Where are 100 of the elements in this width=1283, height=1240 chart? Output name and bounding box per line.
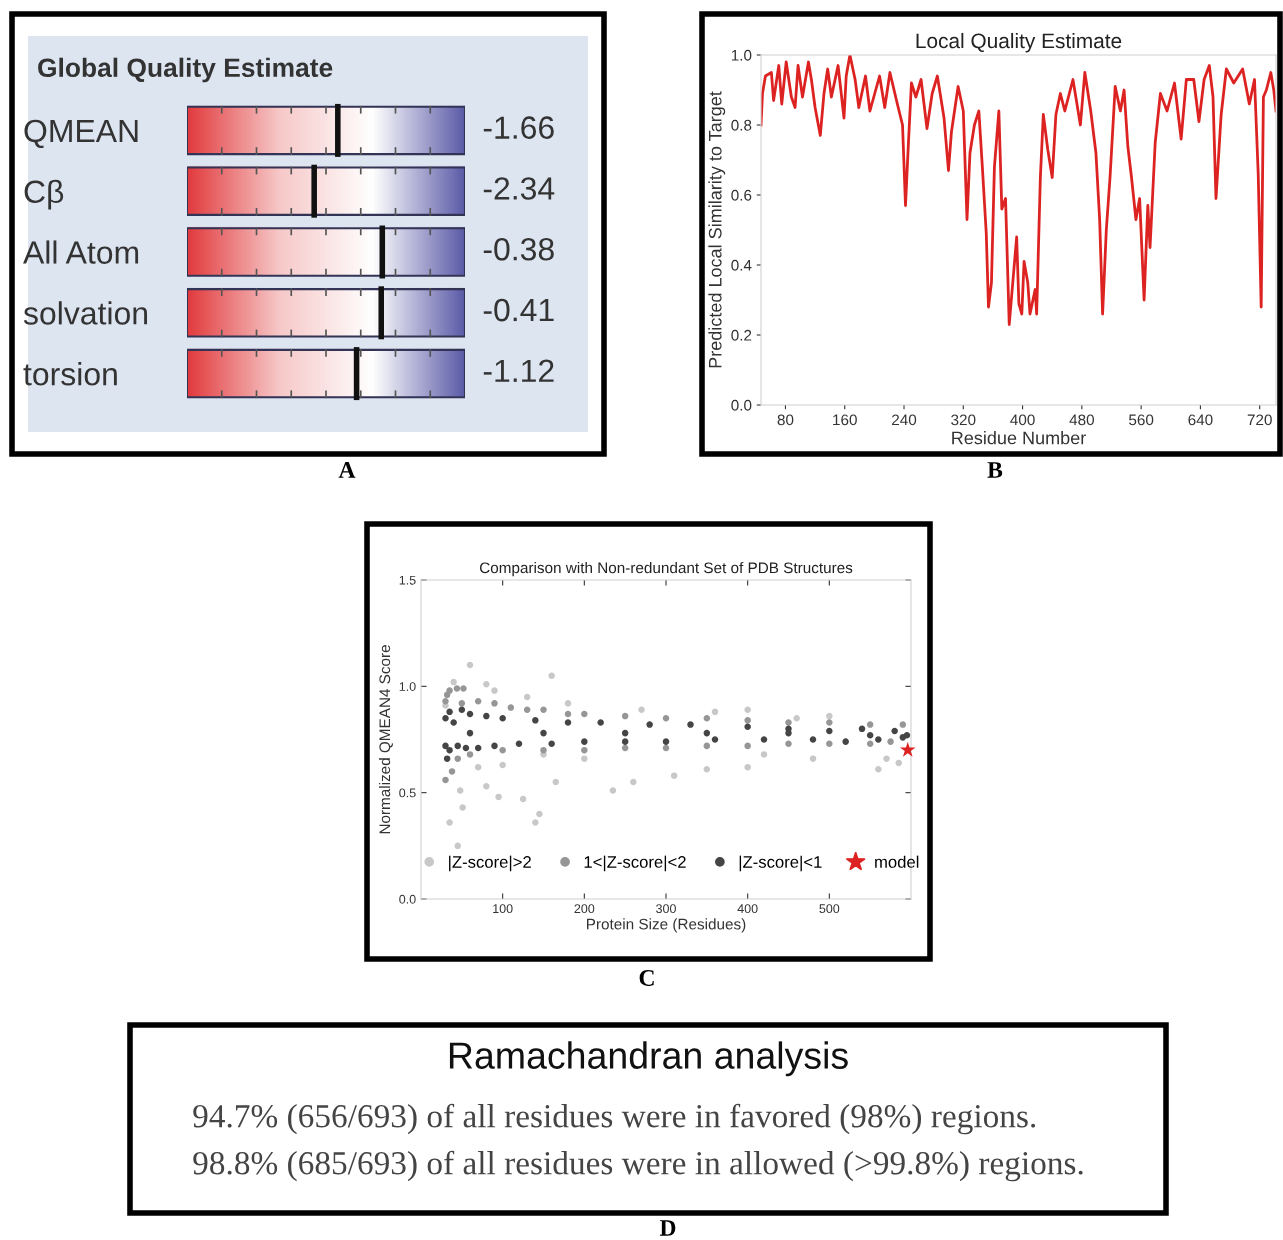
point — [466, 710, 474, 718]
point — [826, 712, 833, 720]
point — [842, 738, 849, 745]
point — [711, 708, 719, 716]
point — [552, 778, 560, 786]
point — [875, 736, 882, 743]
point — [483, 783, 490, 790]
x-tick-label: 400 — [1010, 414, 1035, 426]
point — [866, 721, 874, 728]
point — [866, 731, 874, 739]
point — [519, 795, 527, 803]
x-tick-label: 100 — [493, 904, 513, 914]
y-tick-label: 0.2 — [731, 329, 752, 341]
y-tick-label: 0.8 — [731, 119, 752, 131]
point — [491, 742, 498, 750]
point — [532, 717, 539, 724]
point — [785, 740, 792, 748]
point — [507, 704, 515, 711]
point — [703, 742, 711, 750]
point — [662, 738, 670, 745]
x-axis-title: Residue Number — [952, 431, 1086, 445]
point — [446, 819, 453, 826]
point — [581, 755, 588, 762]
point — [458, 706, 466, 713]
point — [523, 706, 531, 713]
point — [442, 697, 449, 705]
point — [875, 766, 882, 773]
point — [621, 744, 629, 752]
point — [450, 678, 457, 686]
point — [446, 708, 453, 716]
point — [536, 810, 543, 818]
legend-label: |Z-score|>2 — [449, 855, 531, 872]
x-tick-label: 80 — [777, 414, 794, 426]
text: A — [338, 462, 356, 478]
point — [499, 761, 506, 769]
point — [609, 787, 617, 794]
data-label: -0.38 — [483, 237, 554, 261]
point — [459, 804, 466, 811]
point — [466, 751, 474, 758]
data-label: -1.66 — [483, 116, 554, 139]
point — [483, 712, 490, 720]
point — [744, 706, 751, 713]
point — [883, 755, 890, 762]
chart-title: Comparison with Non-redundant Set of PDB Structures — [479, 561, 853, 577]
point — [826, 740, 833, 748]
y-axis-title: Normalized QMEAN4 Score — [378, 645, 393, 834]
point — [581, 746, 588, 754]
point — [670, 772, 678, 779]
x-tick-label: 160 — [833, 414, 857, 426]
point — [491, 687, 498, 694]
point — [891, 727, 898, 735]
point — [474, 697, 482, 705]
point — [581, 710, 588, 718]
point — [895, 759, 903, 767]
point — [903, 731, 911, 739]
point — [621, 712, 629, 720]
y-tick-label: 1.0 — [731, 49, 752, 61]
point — [744, 723, 751, 730]
text: 94.7% (656/693) of all residues were in favored (98%) regions. — [193, 1103, 1036, 1135]
point — [621, 729, 629, 737]
category-label: solvation — [23, 301, 147, 325]
point — [858, 725, 866, 733]
text: B — [987, 462, 1003, 478]
point — [446, 687, 453, 694]
y-tick-label: 0.4 — [731, 259, 752, 271]
point — [548, 672, 555, 679]
point — [646, 721, 653, 728]
point — [540, 746, 547, 754]
point — [564, 719, 572, 726]
point — [523, 693, 531, 701]
point — [466, 729, 474, 737]
x-tick-label: 560 — [1129, 414, 1154, 426]
point — [744, 742, 751, 750]
point — [499, 746, 506, 754]
point — [703, 766, 711, 773]
point — [703, 729, 711, 737]
data-label: -1.12 — [483, 359, 554, 382]
point — [826, 719, 833, 726]
point — [793, 714, 800, 722]
y-tick-label: 0.0 — [731, 399, 752, 411]
point — [711, 736, 719, 743]
x-tick-label: 300 — [656, 904, 676, 914]
x-axis-title: Protein Size (Residues) — [587, 918, 746, 933]
y-axis-title: Predicted Local Similarity to Target — [708, 91, 726, 368]
point — [760, 751, 768, 758]
y-tick-label: 1.5 — [399, 575, 416, 585]
point — [442, 742, 449, 750]
point — [703, 714, 711, 722]
y-tick-label: 0.6 — [731, 189, 752, 201]
point — [785, 719, 792, 726]
text: 98.8% (685/693) of all residues were in allowed (>99.8%) regions. — [193, 1150, 1083, 1182]
point — [458, 700, 466, 707]
point — [460, 685, 467, 692]
point — [887, 738, 894, 745]
point — [532, 819, 539, 826]
point — [483, 680, 490, 688]
legend-label: |Z-score|<1 — [739, 855, 822, 872]
point — [597, 719, 604, 726]
point — [630, 778, 637, 786]
point — [442, 776, 449, 784]
